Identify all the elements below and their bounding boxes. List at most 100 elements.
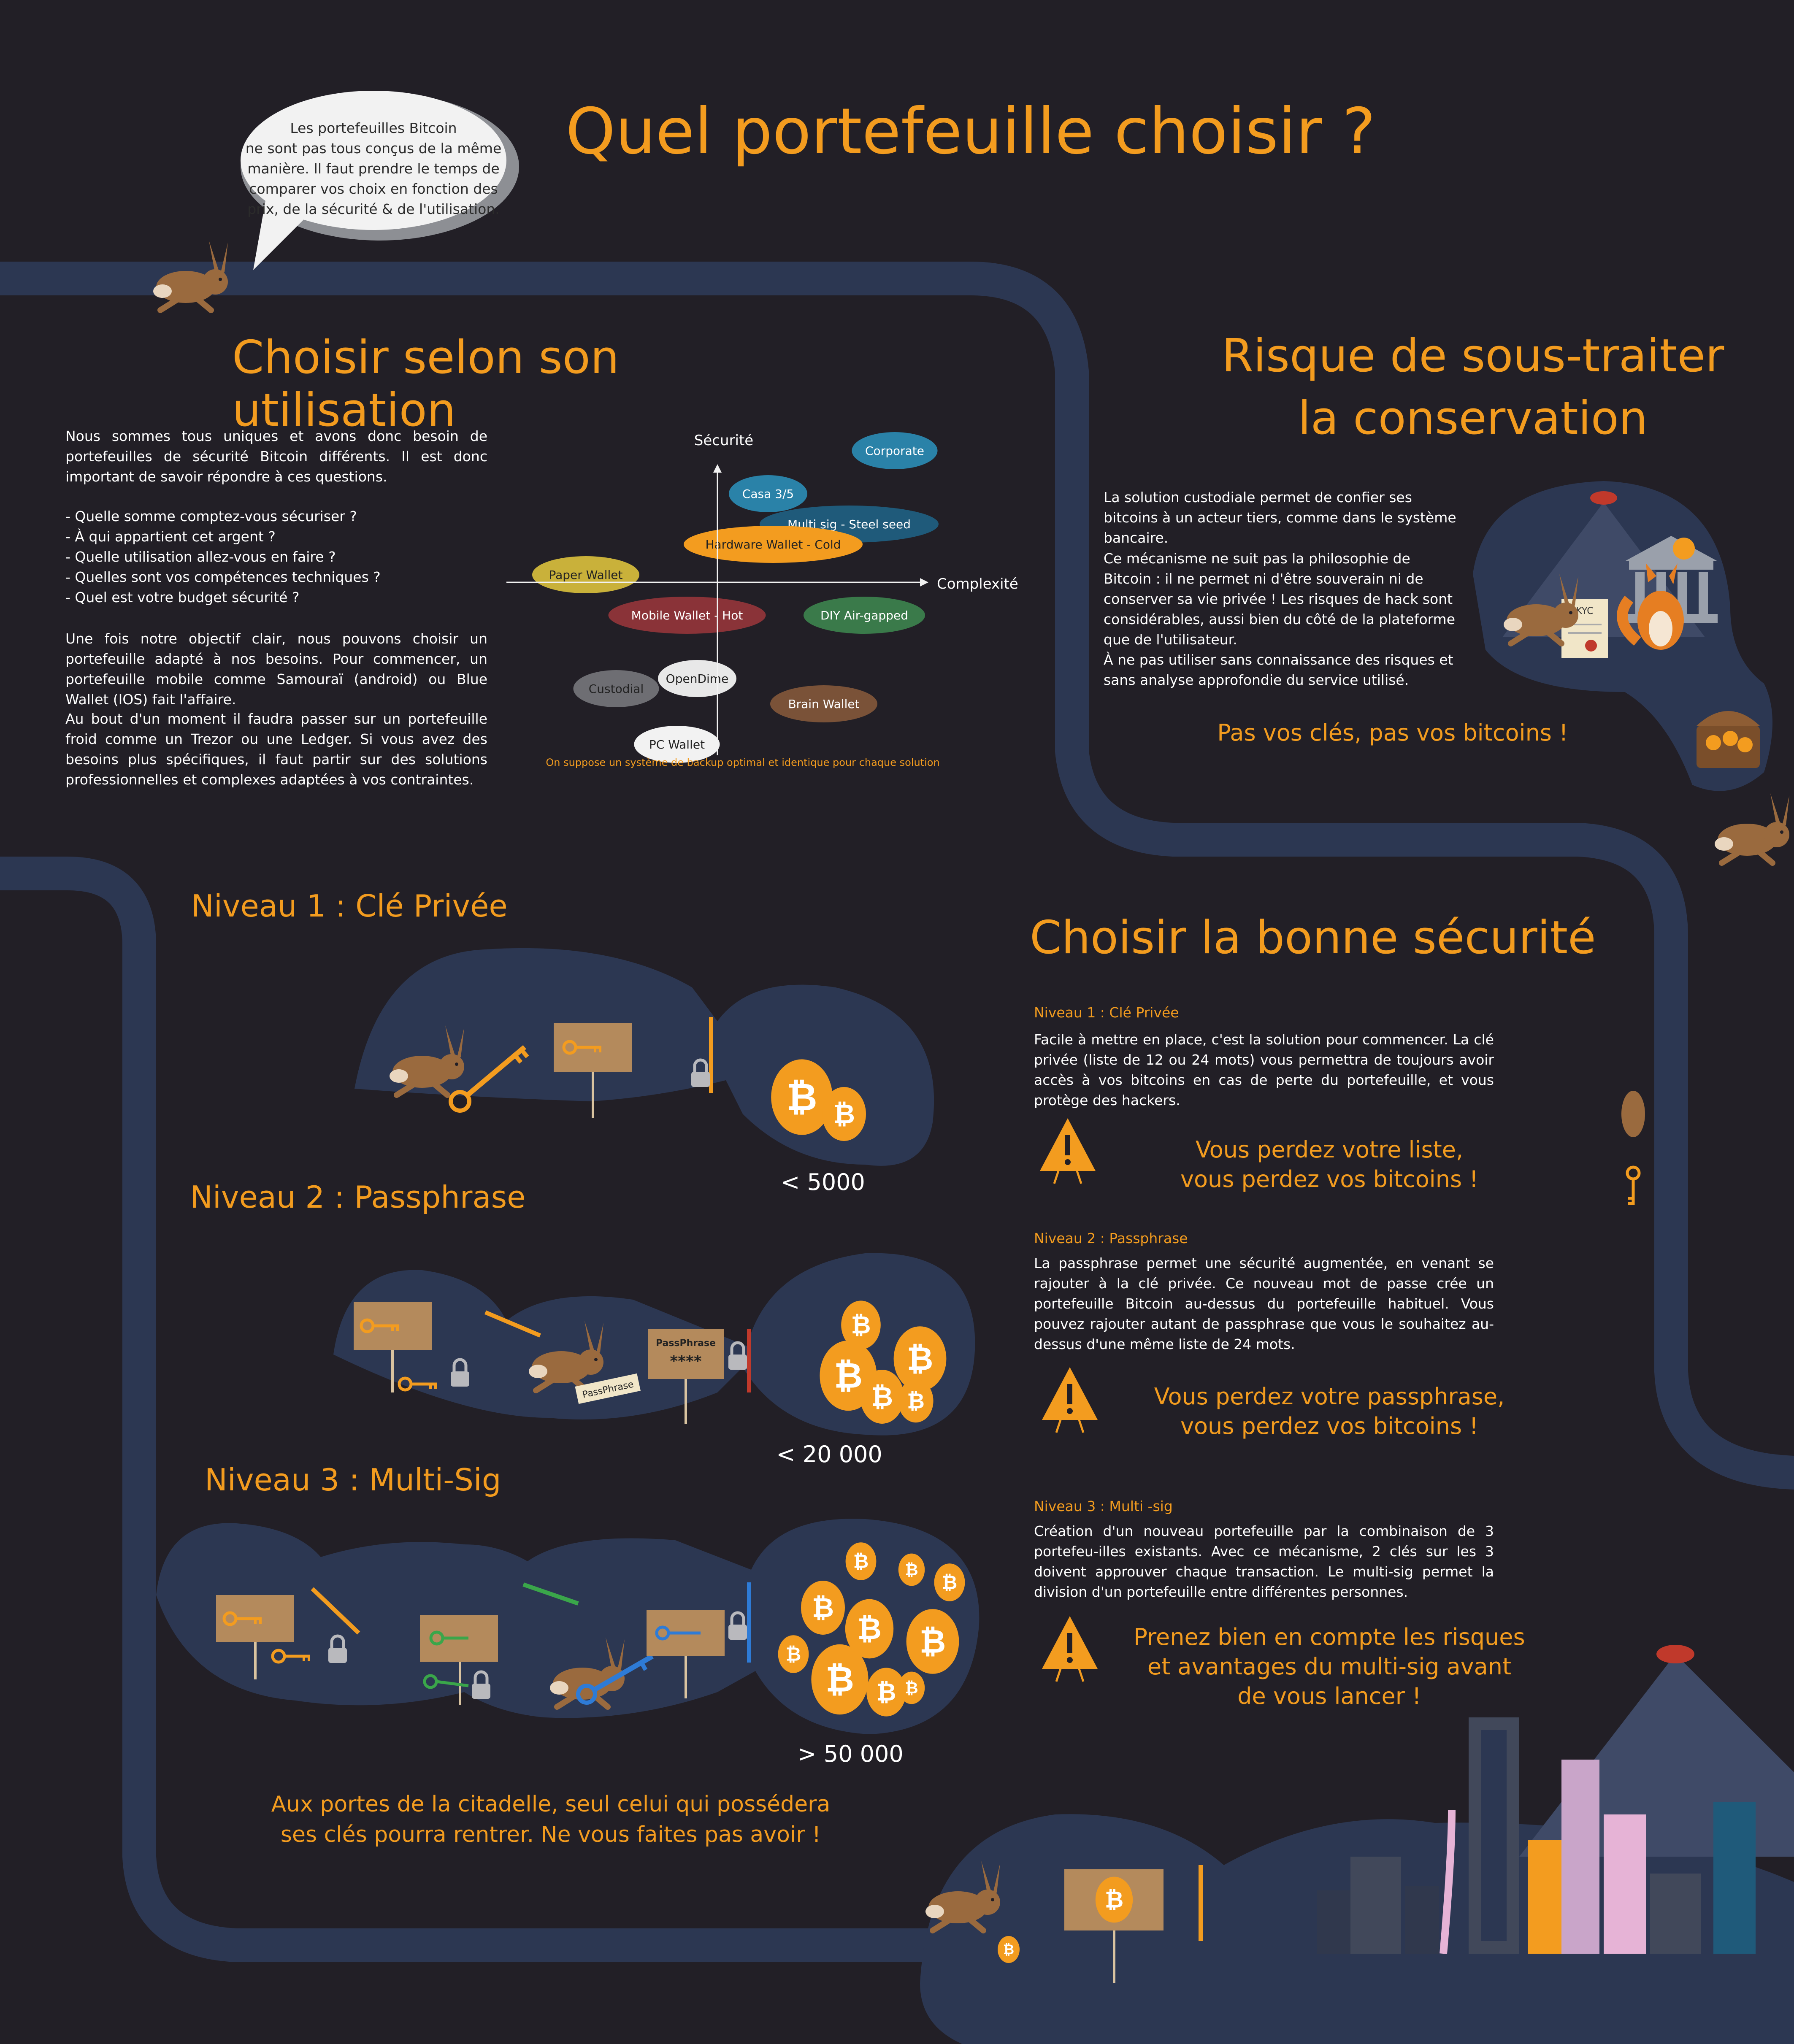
sign-key-board [647,1610,725,1698]
chart-point-label: Hardware Wallet - Cold [705,538,841,552]
level3-amount: > 50 000 [797,1741,904,1767]
level2-title: Niveau 2 : Passphrase [190,1179,526,1215]
chart-point-blob [804,597,925,634]
chart-point-blob [852,432,938,469]
chart-point: Paper Wallet [532,556,639,593]
security-level3-text: Création d'un nouveau portefeuille par l… [1034,1523,1494,1600]
security-level2-text: La passphrase permet une sécurité augmen… [1034,1255,1494,1352]
fox-icon [1617,563,1684,650]
page-title: Quel portefeuille choisir ? [566,95,1376,168]
sign-key-board [216,1595,294,1679]
key-icon [423,1674,469,1689]
rabbit-icon [1621,1091,1645,1205]
question-item: - Quel est votre budget sécurité ? [65,589,300,606]
broken-bar [484,1310,541,1338]
chart-point-label: OpenDime [666,672,729,686]
risk-paragraph-3: À ne pas utiliser sans connaissance des … [1104,652,1453,688]
sign-key-board [420,1615,498,1705]
citadel-footer: Aux portes de la citadelle, seul celui q… [271,1792,831,1847]
passphrase-sign: PassPhrase **** [648,1329,724,1424]
usage-paragraph-2: Une fois notre objectif clair, nous pouv… [65,630,487,708]
security-level2-label: Niveau 2 : Passphrase [1034,1230,1188,1246]
security-level3-label: Niveau 3 : Multi -sig [1034,1498,1173,1514]
question-item: - Quelle utilisation allez-vous en faire… [65,549,336,565]
speech-bubble-tail [253,198,304,270]
chart-point-blob [729,475,807,512]
security-warning-2: Vous perdez votre passphrase, vous perde… [1154,1383,1505,1439]
security-warning-3: Prenez bien en compte les risques et ava… [1134,1624,1525,1709]
chart-point: Casa 3/5 [729,475,807,512]
risk-paragraph-1: La solution custodiale permet de confier… [1104,489,1456,546]
risk-paragraph-2: Ce mécanisme ne suit pas la philosophie … [1104,550,1456,648]
security-level1-label: Niveau 1 : Clé Privée [1034,1004,1179,1021]
chart-point: Mobile Wallet - Hot [608,597,766,634]
key-icon [576,1654,654,1705]
chart-point: PC Wallet [634,726,720,763]
level2-amount: < 20 000 [776,1441,882,1468]
chart-point: Brain Wallet [770,685,877,722]
question-item: - Quelles sont vos compétences technique… [65,569,381,585]
chart-point-blob [573,670,659,707]
chart-x-label: Complexité [937,576,1018,592]
speech-bubble [241,91,506,230]
warning-icon [1040,1118,1096,1184]
broken-bar [522,1582,579,1606]
usage-paragraph-3: Au bout d'un moment il faudra passer sur… [65,711,487,788]
city-skyline [1317,1645,1794,1954]
chart-point-blob [770,685,877,722]
key-icon [449,1045,529,1113]
chart-point-label: Corporate [865,444,924,458]
risk-heading-line: la conservation [1298,392,1648,445]
usage-heading: Choisir selon son utilisation [232,331,620,437]
treasure-chest-icon [1697,711,1760,768]
chart-point-label: DIY Air-gapped [820,608,908,622]
chart-point-blob [608,597,766,634]
chart-point-label: PC Wallet [649,738,705,752]
passphrase-sign-stars: **** [670,1353,701,1370]
risk-slogan: Pas vos clés, pas vos bitcoins ! [1217,719,1568,746]
speech-bubble-text: Les portefeuilles Bitcoin ne sont pas to… [245,120,502,217]
bitcoin-sign [1064,1869,1164,1983]
security-level1-text: Facile à mettre en place, c'est la solut… [1034,1031,1494,1109]
chart-point: Hardware Wallet - Cold [684,526,863,563]
chart-point-label: Paper Wallet [549,568,622,582]
chart-y-axis-arrow [713,464,722,473]
sign-key-board [554,1023,632,1118]
chart-point-label: Custodial [589,682,644,696]
risk-heading-line: Risque de sous-traiter [1221,330,1724,382]
chart-point-label: Mobile Wallet - Hot [631,608,743,622]
chart-point: OpenDime [658,660,736,697]
chart-point: Corporate [852,432,938,469]
level1-title: Niveau 1 : Clé Privée [191,888,508,924]
level3-title: Niveau 3 : Multi-Sig [205,1462,501,1498]
chart-point: DIY Air-gapped [804,597,925,634]
risk-heading: Risque de sous-traiter la conservation [1203,325,1743,450]
tunnel-paths [0,262,1794,1962]
chart-point-blob [532,556,639,593]
usage-intro: Nous sommes tous uniques et avons donc b… [65,428,487,485]
chart-point-blob [684,526,863,563]
usage-questions: - Quelle somme comptez-vous sécuriser ? … [65,506,487,608]
chart-note: On suppose un système de backup optimal … [546,757,939,768]
kyc-label: KYC [1576,606,1593,616]
chart-point-label: Brain Wallet [788,697,859,711]
security-heading: Choisir la bonne sécurité [1030,911,1596,964]
chart-y-label: Sécurité [694,432,753,449]
level3-cave [156,1519,980,1734]
bitcoin-egg-icon [998,1936,1020,1963]
chart-point: Custodial [573,670,659,707]
chart-x-axis-arrow [920,578,928,587]
lamp-icon [1590,491,1617,505]
question-item: - Quelle somme comptez-vous sécuriser ? [65,508,357,525]
chart-point-blob [634,726,720,763]
level1-amount: < 5000 [781,1169,865,1195]
passphrase-sign-label: PassPhrase [656,1338,716,1349]
chart-point-label: Casa 3/5 [742,487,794,501]
question-item: - À qui appartient cet argent ? [65,528,276,545]
rabbit-icon [1715,793,1789,863]
security-warning-1: Vous perdez votre liste, vous perdez vos… [1180,1136,1478,1192]
sign-key-board [354,1302,432,1392]
